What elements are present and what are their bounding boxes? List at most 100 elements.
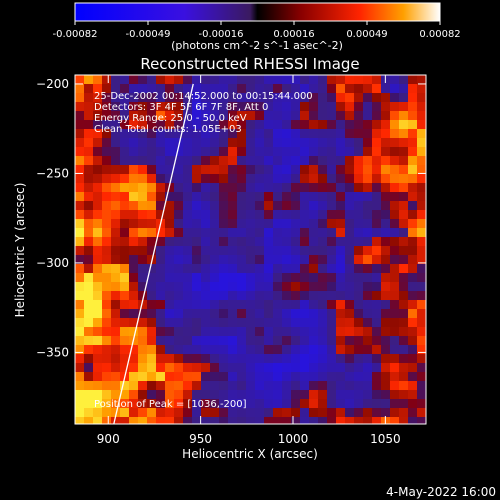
- heatmap-cell: [363, 75, 372, 84]
- heatmap-cell: [102, 345, 111, 354]
- heatmap-cell: [165, 408, 174, 417]
- heatmap-cell: [417, 228, 426, 237]
- heatmap-cell: [111, 282, 120, 291]
- heatmap-cell: [120, 273, 129, 282]
- heatmap-cell: [336, 183, 345, 192]
- heatmap-cell: [129, 183, 138, 192]
- heatmap-cell: [318, 120, 327, 129]
- heatmap-cell: [255, 201, 264, 210]
- heatmap-cell: [219, 318, 228, 327]
- heatmap-cell: [318, 138, 327, 147]
- heatmap-cell: [183, 165, 192, 174]
- heatmap-cell: [309, 93, 318, 102]
- heatmap-cell: [120, 174, 129, 183]
- heatmap-cell: [336, 84, 345, 93]
- heatmap-cell: [399, 147, 408, 156]
- heatmap-cell: [219, 156, 228, 165]
- heatmap-cell: [111, 165, 120, 174]
- heatmap-cell: [183, 174, 192, 183]
- heatmap-cell: [165, 75, 174, 84]
- heatmap-cell: [372, 246, 381, 255]
- heatmap-cell: [93, 237, 102, 246]
- heatmap-cell: [102, 93, 111, 102]
- heatmap-cell: [255, 75, 264, 84]
- heatmap-cell: [102, 120, 111, 129]
- heatmap-cell: [138, 138, 147, 147]
- heatmap-cell: [282, 354, 291, 363]
- heatmap-cell: [237, 120, 246, 129]
- heatmap-cell: [210, 174, 219, 183]
- heatmap-cell: [201, 84, 210, 93]
- heatmap-cell: [84, 318, 93, 327]
- heatmap-cell: [363, 93, 372, 102]
- heatmap-cell: [174, 156, 183, 165]
- heatmap-cell: [120, 228, 129, 237]
- heatmap-cell: [201, 381, 210, 390]
- heatmap-cell: [228, 399, 237, 408]
- heatmap-cell: [210, 417, 219, 424]
- heatmap-cell: [102, 327, 111, 336]
- heatmap-cell: [165, 327, 174, 336]
- heatmap-cell: [237, 390, 246, 399]
- heatmap-cell: [138, 372, 147, 381]
- heatmap-cell: [165, 201, 174, 210]
- heatmap-cell: [201, 102, 210, 111]
- heatmap-cell: [237, 93, 246, 102]
- heatmap-cell: [408, 336, 417, 345]
- heatmap-cell: [120, 147, 129, 156]
- x-tick-label: 900: [97, 432, 120, 446]
- heatmap-cell: [183, 237, 192, 246]
- heatmap-cell: [183, 354, 192, 363]
- heatmap-cell: [192, 345, 201, 354]
- heatmap-cell: [192, 174, 201, 183]
- heatmap-cell: [408, 300, 417, 309]
- heatmap-cell: [183, 228, 192, 237]
- heatmap-cell: [273, 183, 282, 192]
- heatmap-cell: [174, 165, 183, 174]
- heatmap-cell: [228, 309, 237, 318]
- heatmap-cell: [327, 111, 336, 120]
- heatmap-cell: [264, 408, 273, 417]
- heatmap-cell: [165, 237, 174, 246]
- heatmap-cell: [93, 399, 102, 408]
- heatmap-cell: [219, 183, 228, 192]
- heatmap-cell: [75, 363, 84, 372]
- heatmap-cell: [192, 309, 201, 318]
- heatmap-cell: [111, 255, 120, 264]
- heatmap-cell: [264, 354, 273, 363]
- heatmap-cell: [300, 75, 309, 84]
- heatmap-cell: [291, 363, 300, 372]
- heatmap-cell: [327, 138, 336, 147]
- heatmap-cell: [255, 138, 264, 147]
- heatmap-cell: [120, 246, 129, 255]
- heatmap-cell: [156, 156, 165, 165]
- heatmap-cell: [183, 264, 192, 273]
- heatmap-cell: [192, 255, 201, 264]
- heatmap-cell: [309, 84, 318, 93]
- heatmap-cell: [165, 138, 174, 147]
- heatmap-cell: [363, 102, 372, 111]
- heatmap-cell: [282, 300, 291, 309]
- heatmap-cell: [84, 291, 93, 300]
- heatmap-cell: [390, 336, 399, 345]
- heatmap-cell: [156, 381, 165, 390]
- heatmap-cell: [255, 111, 264, 120]
- heatmap-cell: [84, 345, 93, 354]
- heatmap-cell: [147, 336, 156, 345]
- heatmap-cell: [210, 300, 219, 309]
- heatmap-cell: [111, 408, 120, 417]
- heatmap-cell: [345, 327, 354, 336]
- heatmap-cell: [291, 336, 300, 345]
- heatmap-cell: [372, 111, 381, 120]
- heatmap-cell: [255, 228, 264, 237]
- heatmap-cell: [345, 282, 354, 291]
- heatmap-cell: [408, 264, 417, 273]
- heatmap-cell: [183, 138, 192, 147]
- heatmap-cell: [300, 318, 309, 327]
- heatmap-cell: [264, 120, 273, 129]
- heatmap-cell: [363, 111, 372, 120]
- heatmap-cell: [246, 264, 255, 273]
- heatmap-cell: [129, 120, 138, 129]
- heatmap-cell: [219, 399, 228, 408]
- heatmap-cell: [201, 255, 210, 264]
